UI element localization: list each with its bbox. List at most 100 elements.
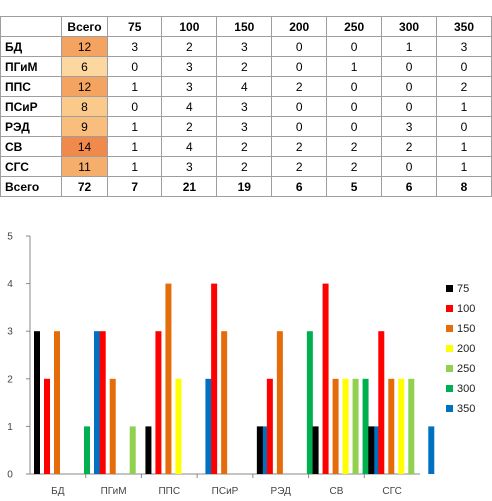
value-cell[interactable]: 1 [381,36,438,57]
header-200[interactable]: 200 [271,16,328,37]
value-cell[interactable]: 2 [216,156,273,177]
value-cell[interactable]: 3 [216,36,273,57]
value-cell[interactable]: 1 [326,56,383,77]
value-cell[interactable]: 2 [326,136,383,157]
totals-label[interactable]: Всего [0,176,63,197]
row-total-cell[interactable]: 11 [61,156,109,177]
value-cell[interactable]: 2 [161,36,218,57]
value-cell[interactable]: 2 [161,116,218,137]
row-label[interactable]: БД [0,36,63,57]
value-cell[interactable]: 0 [381,76,438,97]
value-cell[interactable]: 0 [107,96,163,117]
header-total[interactable]: Всего [61,16,109,37]
value-cell[interactable]: 0 [271,36,328,57]
value-cell[interactable]: 3 [216,96,273,117]
totals-cell[interactable]: 7 [107,176,163,197]
value-cell[interactable]: 0 [381,156,438,177]
table-row: БД 12 3 2 3 0 0 1 3 [0,36,492,57]
value-cell[interactable]: 2 [326,156,383,177]
row-label[interactable]: СГС [0,156,63,177]
bar-75-2 [145,426,152,474]
value-cell[interactable]: 2 [381,136,438,157]
row-total-cell[interactable]: 12 [61,36,109,57]
totals-cell[interactable]: 6 [381,176,438,197]
value-cell[interactable]: 4 [161,136,218,157]
row-total-cell[interactable]: 9 [61,116,109,137]
bar-75-5 [312,426,319,474]
value-cell[interactable]: 3 [381,116,438,137]
table-row: ПГиМ 6 0 3 2 0 1 0 0 [0,56,492,77]
row-label[interactable]: ПГиМ [0,56,63,77]
value-cell[interactable]: 0 [326,76,383,97]
value-cell[interactable]: 1 [107,116,163,137]
value-cell[interactable]: 3 [216,116,273,137]
bar-150-6 [388,378,395,474]
value-cell[interactable]: 0 [271,116,328,137]
totals-cell[interactable]: 19 [216,176,273,197]
value-cell[interactable]: 1 [107,156,163,177]
value-cell[interactable]: 2 [271,136,328,157]
value-cell[interactable]: 3 [161,156,218,177]
legend-swatch-100 [446,305,453,312]
value-cell[interactable]: 1 [436,156,492,177]
header-350[interactable]: 350 [436,16,492,37]
header-100[interactable]: 100 [161,16,218,37]
value-cell[interactable]: 2 [271,156,328,177]
header-300[interactable]: 300 [381,16,438,37]
y-tick-label: 1 [7,422,13,433]
x-tick-label: СВ [329,486,343,497]
row-label[interactable]: ПСиР [0,96,63,117]
value-cell[interactable]: 2 [436,76,492,97]
header-75[interactable]: 75 [107,16,163,37]
totals-cell[interactable]: 6 [271,176,328,197]
value-cell[interactable]: 2 [216,136,273,157]
bar-150-3 [221,331,228,474]
value-cell[interactable]: 4 [216,76,273,97]
header-150[interactable]: 150 [216,16,273,37]
value-cell[interactable]: 0 [326,96,383,117]
table-corner-cell[interactable] [0,16,63,37]
y-tick-label: 2 [7,374,13,385]
row-label[interactable]: ППС [0,76,63,97]
value-cell[interactable]: 0 [381,96,438,117]
value-cell[interactable]: 3 [107,36,163,57]
row-total-cell[interactable]: 12 [61,76,109,97]
totals-cell[interactable]: 21 [161,176,218,197]
value-cell[interactable]: 2 [271,76,328,97]
value-cell[interactable]: 0 [436,56,492,77]
value-cell[interactable]: 0 [436,116,492,137]
row-total-cell[interactable]: 8 [61,96,109,117]
value-cell[interactable]: 4 [161,96,218,117]
table-header-row: Всего 75 100 150 200 250 300 350 [0,16,492,37]
row-total-cell[interactable]: 6 [61,56,109,77]
table-row: ППС 12 1 3 4 2 0 0 2 [0,76,492,97]
chart-area[interactable]: 0 1 2 3 4 5 БД ПГиМ ППС ПСиР РЭД СВ СГС 75 100 150 200 25… [0,209,492,501]
value-cell[interactable]: 3 [436,36,492,57]
value-cell[interactable]: 0 [326,116,383,137]
table-row: ПСиР 8 0 4 3 0 0 0 1 [0,96,492,117]
value-cell[interactable]: 0 [326,36,383,57]
totals-cell[interactable]: 5 [326,176,383,197]
value-cell[interactable]: 0 [381,56,438,77]
header-250[interactable]: 250 [326,16,383,37]
value-cell[interactable]: 1 [107,136,163,157]
totals-cell[interactable]: 72 [61,176,109,197]
row-label[interactable]: СВ [0,136,63,157]
legend-swatch-150 [446,325,453,332]
row-total-cell[interactable]: 14 [61,136,109,157]
value-cell[interactable]: 0 [271,96,328,117]
value-cell[interactable]: 0 [271,56,328,77]
bar-200-2 [175,378,182,474]
value-cell[interactable]: 0 [107,56,163,77]
bar-100-4 [266,378,273,474]
bar-350-0 [94,331,100,474]
value-cell[interactable]: 1 [436,136,492,157]
value-cell[interactable]: 3 [161,56,218,77]
totals-cell[interactable]: 8 [436,176,492,197]
value-cell[interactable]: 3 [161,76,218,97]
bar-75-4 [256,426,263,474]
row-label[interactable]: РЭД [0,116,63,137]
value-cell[interactable]: 2 [216,56,273,77]
value-cell[interactable]: 1 [436,96,492,117]
value-cell[interactable]: 1 [107,76,163,97]
